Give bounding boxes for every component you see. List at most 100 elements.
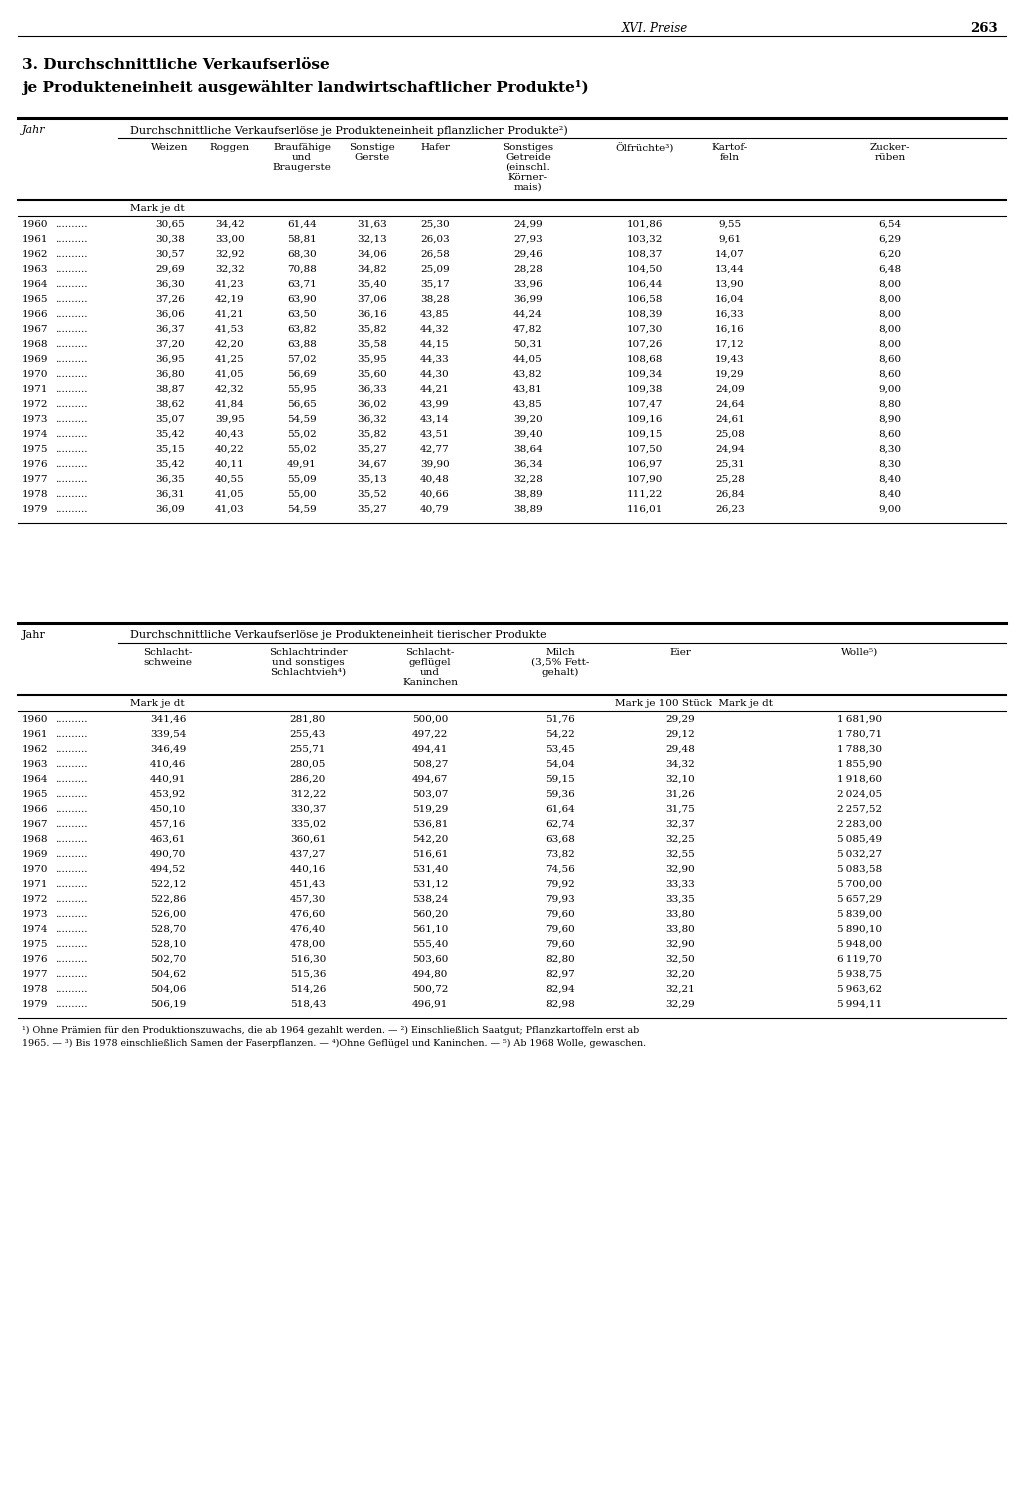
Text: 41,25: 41,25 xyxy=(215,356,245,365)
Text: 560,20: 560,20 xyxy=(412,911,449,920)
Text: Zucker-: Zucker- xyxy=(869,143,910,152)
Text: ..........: .......... xyxy=(55,265,87,274)
Text: ..........: .......... xyxy=(55,371,87,379)
Text: 36,16: 36,16 xyxy=(357,310,387,318)
Text: 40,66: 40,66 xyxy=(420,490,450,498)
Text: 79,92: 79,92 xyxy=(545,879,574,888)
Text: 38,87: 38,87 xyxy=(155,385,185,394)
Text: 103,32: 103,32 xyxy=(627,235,664,244)
Text: ¹) Ohne Prämien für den Produktionszuwachs, die ab 1964 gezahlt werden. — ²) Ein: ¹) Ohne Prämien für den Produktionszuwac… xyxy=(22,1027,639,1036)
Text: 36,95: 36,95 xyxy=(155,356,185,365)
Text: Schlachtrinder: Schlachtrinder xyxy=(268,647,347,658)
Text: 476,40: 476,40 xyxy=(290,926,327,934)
Text: ..........: .......... xyxy=(55,460,87,469)
Text: 29,46: 29,46 xyxy=(513,250,543,259)
Text: 286,20: 286,20 xyxy=(290,775,327,784)
Text: 457,16: 457,16 xyxy=(150,820,186,829)
Text: 8,00: 8,00 xyxy=(879,295,901,304)
Text: Braugerste: Braugerste xyxy=(272,164,332,173)
Text: 34,82: 34,82 xyxy=(357,265,387,274)
Text: 1 681,90: 1 681,90 xyxy=(838,716,883,725)
Text: 450,10: 450,10 xyxy=(150,805,186,814)
Text: 35,60: 35,60 xyxy=(357,371,387,379)
Text: Kaninchen: Kaninchen xyxy=(402,679,458,687)
Text: 8,60: 8,60 xyxy=(879,430,901,439)
Text: 478,00: 478,00 xyxy=(290,940,327,949)
Text: 32,50: 32,50 xyxy=(666,955,695,964)
Text: 24,64: 24,64 xyxy=(715,400,744,409)
Text: 43,14: 43,14 xyxy=(420,415,450,424)
Text: ..........: .......... xyxy=(55,926,87,934)
Text: ..........: .......... xyxy=(55,760,87,769)
Text: 506,19: 506,19 xyxy=(150,1000,186,1009)
Text: 56,69: 56,69 xyxy=(287,371,316,379)
Text: ..........: .......... xyxy=(55,220,87,229)
Text: 1966: 1966 xyxy=(22,805,48,814)
Text: Sonstige: Sonstige xyxy=(349,143,395,152)
Text: 30,57: 30,57 xyxy=(155,250,185,259)
Text: 54,22: 54,22 xyxy=(545,731,574,740)
Text: 538,24: 538,24 xyxy=(412,894,449,905)
Text: ..........: .......... xyxy=(55,415,87,424)
Text: 47,82: 47,82 xyxy=(513,324,543,333)
Text: 44,24: 44,24 xyxy=(513,310,543,318)
Text: 6,20: 6,20 xyxy=(879,250,901,259)
Text: 108,37: 108,37 xyxy=(627,250,664,259)
Text: 503,60: 503,60 xyxy=(412,955,449,964)
Text: 1 918,60: 1 918,60 xyxy=(838,775,883,784)
Text: Gerste: Gerste xyxy=(354,153,389,162)
Text: 34,67: 34,67 xyxy=(357,460,387,469)
Text: (3,5% Fett-: (3,5% Fett- xyxy=(530,658,589,667)
Text: 36,30: 36,30 xyxy=(155,280,185,289)
Text: ..........: .......... xyxy=(55,955,87,964)
Text: 37,20: 37,20 xyxy=(155,339,185,350)
Text: 5 085,49: 5 085,49 xyxy=(838,835,883,844)
Text: 1975: 1975 xyxy=(22,445,48,454)
Text: 106,58: 106,58 xyxy=(627,295,664,304)
Text: 36,35: 36,35 xyxy=(155,475,185,484)
Text: 9,55: 9,55 xyxy=(719,220,741,229)
Text: 33,80: 33,80 xyxy=(666,911,695,920)
Text: feln: feln xyxy=(720,153,740,162)
Text: 25,08: 25,08 xyxy=(715,430,744,439)
Text: 35,40: 35,40 xyxy=(357,280,387,289)
Text: 522,86: 522,86 xyxy=(150,894,186,905)
Text: Durchschnittliche Verkaufserlöse je Produkteneinheit pflanzlicher Produkte²): Durchschnittliche Verkaufserlöse je Prod… xyxy=(130,125,567,135)
Text: 55,02: 55,02 xyxy=(287,445,316,454)
Text: 44,32: 44,32 xyxy=(420,324,450,333)
Text: 35,42: 35,42 xyxy=(155,460,185,469)
Text: 528,70: 528,70 xyxy=(150,926,186,934)
Text: 494,41: 494,41 xyxy=(412,745,449,754)
Text: Milch: Milch xyxy=(545,647,574,658)
Text: 14,07: 14,07 xyxy=(715,250,744,259)
Text: 107,50: 107,50 xyxy=(627,445,664,454)
Text: 1960: 1960 xyxy=(22,220,48,229)
Text: 1964: 1964 xyxy=(22,280,48,289)
Text: 35,27: 35,27 xyxy=(357,504,387,513)
Text: 1969: 1969 xyxy=(22,850,48,859)
Text: 107,26: 107,26 xyxy=(627,339,664,350)
Text: 43,82: 43,82 xyxy=(513,371,543,379)
Text: 36,06: 36,06 xyxy=(155,310,185,318)
Text: 5 963,62: 5 963,62 xyxy=(838,985,883,994)
Text: ..........: .......... xyxy=(55,430,87,439)
Text: 5 994,11: 5 994,11 xyxy=(838,1000,883,1009)
Text: 312,22: 312,22 xyxy=(290,790,327,799)
Text: 63,82: 63,82 xyxy=(287,324,316,333)
Text: 1965: 1965 xyxy=(22,790,48,799)
Text: 38,62: 38,62 xyxy=(155,400,185,409)
Text: 531,40: 531,40 xyxy=(412,865,449,873)
Text: 35,52: 35,52 xyxy=(357,490,387,498)
Text: 494,80: 494,80 xyxy=(412,970,449,979)
Text: 8,60: 8,60 xyxy=(879,356,901,365)
Text: 63,71: 63,71 xyxy=(287,280,316,289)
Text: ..........: .......... xyxy=(55,356,87,365)
Text: Mark je dt: Mark je dt xyxy=(130,204,184,213)
Text: 107,47: 107,47 xyxy=(627,400,664,409)
Text: 280,05: 280,05 xyxy=(290,760,327,769)
Text: 5 839,00: 5 839,00 xyxy=(838,911,883,920)
Text: 1966: 1966 xyxy=(22,310,48,318)
Text: 504,62: 504,62 xyxy=(150,970,186,979)
Text: 35,82: 35,82 xyxy=(357,430,387,439)
Text: 360,61: 360,61 xyxy=(290,835,327,844)
